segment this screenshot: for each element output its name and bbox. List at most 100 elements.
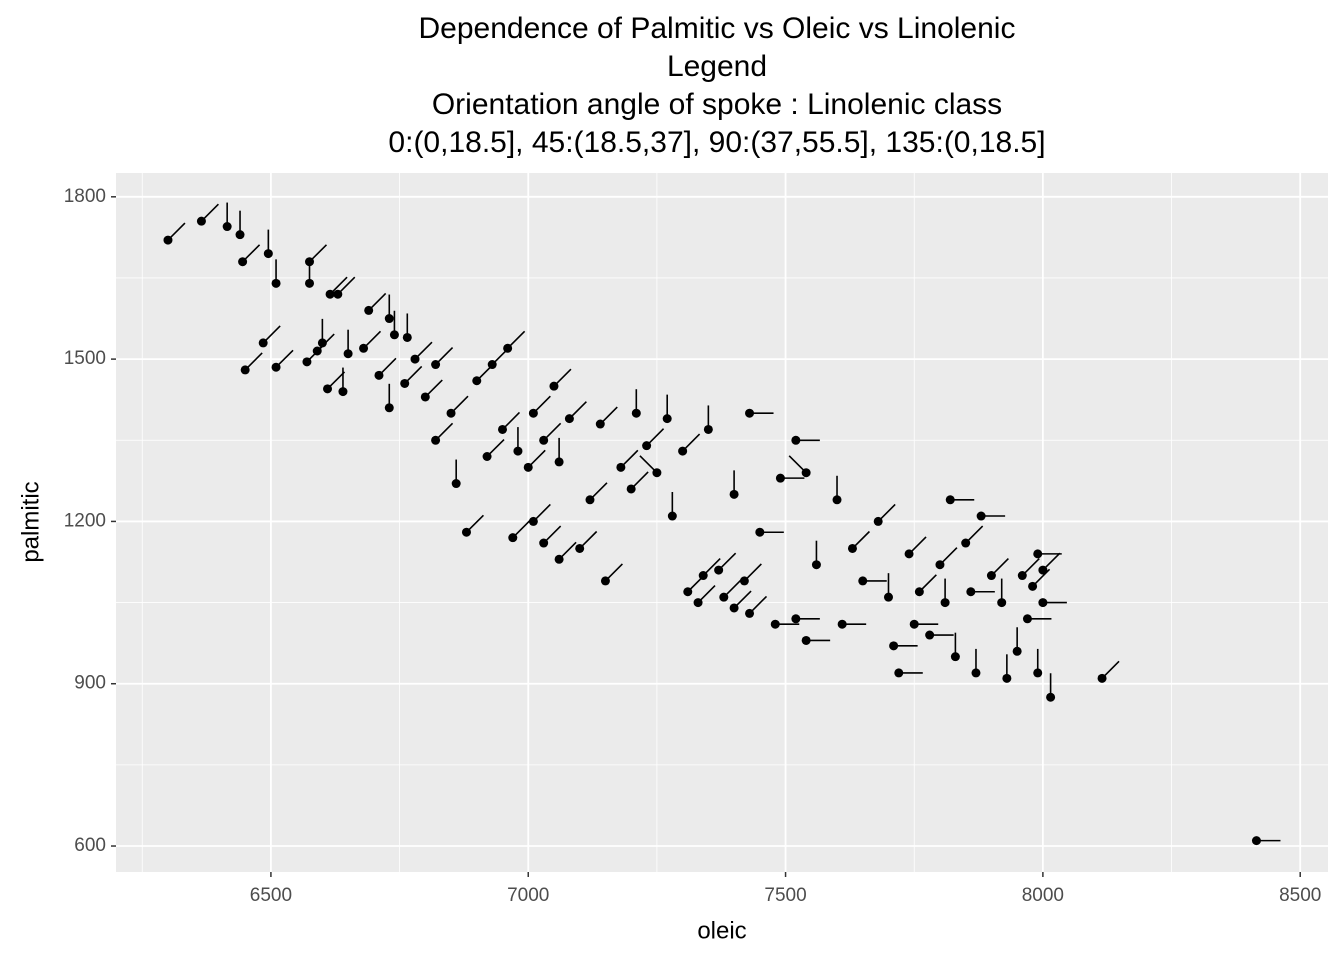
point xyxy=(564,414,574,424)
point xyxy=(662,414,672,424)
point xyxy=(1097,673,1107,683)
point xyxy=(364,305,374,315)
point xyxy=(714,565,724,575)
point xyxy=(858,576,868,586)
y-tick-label: 1200 xyxy=(64,510,106,531)
point xyxy=(359,343,369,353)
point xyxy=(549,381,559,391)
point xyxy=(847,543,857,553)
point xyxy=(755,527,765,537)
point xyxy=(258,338,268,348)
point xyxy=(678,446,688,456)
point xyxy=(384,403,394,413)
point xyxy=(1038,565,1048,575)
x-tick-label: 6500 xyxy=(250,885,292,906)
point xyxy=(374,370,384,380)
point xyxy=(325,289,335,299)
point xyxy=(317,338,327,348)
point xyxy=(631,408,641,418)
point xyxy=(837,619,847,629)
y-axis-label: palmitic xyxy=(17,481,44,562)
point xyxy=(333,289,343,299)
chart-title: Dependence of Palmitic vs Oleic vs Linol… xyxy=(419,12,1016,45)
point xyxy=(914,587,924,597)
point xyxy=(971,668,981,678)
point xyxy=(698,571,708,581)
point xyxy=(739,576,749,586)
point xyxy=(528,516,538,526)
point xyxy=(1033,549,1043,559)
point xyxy=(498,424,508,434)
point xyxy=(323,384,333,394)
point xyxy=(1017,571,1027,581)
point xyxy=(935,560,945,570)
point xyxy=(745,608,755,618)
point xyxy=(271,278,281,288)
point xyxy=(616,462,626,472)
point xyxy=(446,408,456,418)
x-axis-label: oleic xyxy=(697,917,746,944)
point xyxy=(595,419,605,429)
point xyxy=(539,538,549,548)
x-tick-label: 8000 xyxy=(1022,885,1064,906)
point xyxy=(729,603,739,613)
point xyxy=(626,484,636,494)
point xyxy=(1002,673,1012,683)
point xyxy=(925,630,935,640)
point xyxy=(222,222,232,232)
point xyxy=(775,473,785,483)
point xyxy=(238,257,248,267)
point xyxy=(1012,646,1022,656)
point xyxy=(402,332,412,342)
point xyxy=(400,378,410,388)
point xyxy=(719,592,729,602)
point xyxy=(683,587,693,597)
point xyxy=(513,446,523,456)
point xyxy=(305,278,315,288)
chart-title: 0:(0,18.5], 45:(18.5,37], 90:(37,55.5], … xyxy=(388,126,1045,159)
point xyxy=(652,468,662,478)
point xyxy=(950,652,960,662)
point xyxy=(338,387,348,397)
point xyxy=(196,216,206,226)
point xyxy=(240,365,250,375)
point xyxy=(343,349,353,359)
point xyxy=(1022,614,1032,624)
point xyxy=(904,549,914,559)
point xyxy=(431,435,441,445)
point xyxy=(585,495,595,505)
point xyxy=(945,495,955,505)
y-tick-label: 600 xyxy=(74,835,106,856)
point xyxy=(1038,598,1048,608)
point xyxy=(745,408,755,418)
point xyxy=(1028,581,1038,591)
point xyxy=(1251,836,1261,846)
point xyxy=(384,314,394,324)
point xyxy=(883,592,893,602)
point xyxy=(302,357,312,367)
point xyxy=(703,424,713,434)
point xyxy=(271,362,281,372)
point xyxy=(528,408,538,418)
point xyxy=(472,376,482,386)
point xyxy=(235,230,245,240)
point xyxy=(410,354,420,364)
point xyxy=(312,346,322,356)
x-tick-label: 8500 xyxy=(1279,885,1321,906)
point xyxy=(461,527,471,537)
point xyxy=(642,441,652,451)
point xyxy=(431,360,441,370)
point xyxy=(889,641,899,651)
y-tick-label: 1500 xyxy=(64,348,106,369)
point xyxy=(801,635,811,645)
point xyxy=(961,538,971,548)
point xyxy=(873,516,883,526)
point xyxy=(832,495,842,505)
point xyxy=(575,543,585,553)
point xyxy=(600,576,610,586)
point xyxy=(770,619,780,629)
point xyxy=(451,479,461,489)
point xyxy=(997,598,1007,608)
point xyxy=(163,235,173,245)
point xyxy=(503,343,513,353)
